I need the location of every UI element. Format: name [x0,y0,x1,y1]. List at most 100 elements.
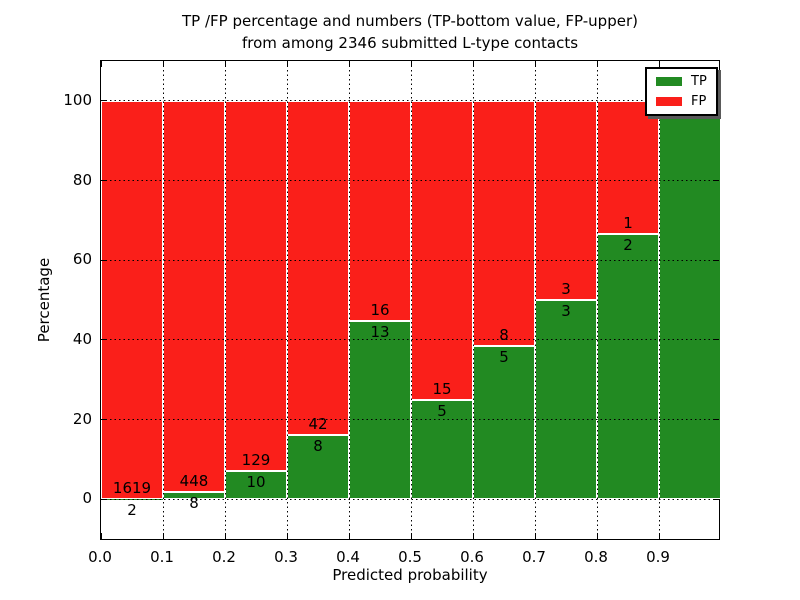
x-tick-mark [410,533,412,539]
bar-count-tp: 5 [499,347,509,366]
x-tick-mark [162,533,164,539]
bar-segment-tp [659,100,721,500]
legend-label-tp: TP [691,74,707,89]
y-tick-mark [101,100,107,102]
bar-segment-tp [349,320,411,500]
bar-count-tp: 2 [127,500,137,519]
x-tick-mark [224,533,226,539]
bar-count-fp: 15 [432,379,452,398]
y-tick-label: 0 [82,489,92,508]
x-tick-label: 0.0 [88,548,112,566]
y-tick-mark [713,339,719,341]
x-tick-label: 0.7 [522,548,546,566]
gridline-horizontal [101,100,719,102]
chart-title-line-2: from among 2346 submitted L-type contact… [241,34,579,52]
x-tick-mark [472,61,474,67]
bar-count-tp: 13 [370,322,390,341]
gridline-horizontal [101,498,719,500]
legend-label-fp: FP [691,94,707,109]
bar-segment-fp [349,100,411,321]
bar-segment-fp [287,100,349,436]
bar-count-tp: 8 [313,437,323,456]
y-tick-label: 60 [72,250,92,269]
x-tick-mark [534,533,536,539]
gridline-vertical [348,61,350,539]
bar-count-fp: 448 [179,472,209,491]
y-tick-label: 20 [72,409,92,428]
bar-segment-tp [411,399,473,500]
x-tick-label: 0.4 [336,548,360,566]
x-tick-mark [658,533,660,539]
bar-segment-fp [535,100,597,300]
x-tick-mark [348,61,350,67]
y-tick-mark [101,180,107,181]
bar-segment-tp [597,233,659,500]
x-tick-label: 0.3 [274,548,298,566]
x-tick-mark [596,533,598,539]
gridline-horizontal [101,259,719,261]
x-axis-label: Predicted probability [332,566,488,584]
y-tick-mark [101,498,107,500]
gridline-vertical [658,61,660,539]
x-tick-label: 0.5 [398,548,422,566]
gridline-vertical [534,61,536,539]
x-tick-label: 0.9 [646,548,670,566]
gridline-vertical [286,61,288,539]
bar-count-tp: 8 [189,494,199,513]
gridline-vertical [410,61,412,539]
bar-count-tp: 2 [623,235,633,254]
bar-count-fp: 1 [623,213,633,232]
legend: TP FP [645,67,718,116]
gridline-vertical [472,61,474,539]
x-tick-label: 0.1 [150,548,174,566]
bar-segment-fp [473,100,535,346]
bar-count-tp: 10 [246,472,266,491]
legend-item-tp: TP [656,75,707,88]
x-tick-mark [410,61,412,67]
gridline-vertical [596,61,598,539]
bar-count-fp: 3 [561,280,571,298]
bar-count-fp: 8 [499,325,509,344]
x-tick-mark [348,533,350,539]
bar-count-fp: 1619 [112,478,152,497]
x-tick-label: 0.2 [212,548,236,566]
gridline-horizontal [101,180,719,181]
chart-title-line-1: TP /FP percentage and numbers (TP-bottom… [182,12,638,30]
legend-swatch-fp-icon [656,97,682,106]
x-tick-mark [596,61,598,67]
x-tick-mark [472,533,474,539]
x-tick-mark [100,61,102,67]
x-tick-mark [224,61,226,67]
bar-segment-tp [473,345,535,500]
gridline-horizontal [101,419,719,420]
gridline-horizontal [101,339,719,341]
bar-count-fp: 42 [308,415,328,434]
x-tick-mark [162,61,164,67]
bar-segment-fp [101,100,163,499]
legend-item-fp: FP [656,95,707,108]
y-tick-mark [101,339,107,341]
y-tick-label: 40 [72,329,92,348]
bar-count-tp: 5 [437,401,447,420]
x-tick-mark [100,533,102,539]
x-tick-mark [286,533,288,539]
bar-segment-tp [535,300,597,500]
x-tick-mark [658,61,660,67]
y-tick-mark [713,498,719,500]
bar-count-tp: 3 [561,302,571,320]
x-tick-label: 0.6 [460,548,484,566]
bar-count-fp: 16 [370,300,390,319]
bar-segment-fp [163,100,225,493]
y-tick-mark [713,180,719,181]
legend-swatch-tp-icon [656,77,682,86]
chart-title: TP /FP percentage and numbers (TP-bottom… [90,10,730,54]
y-tick-mark [101,419,107,420]
x-tick-mark [534,61,536,67]
y-tick-mark [101,259,107,261]
gridline-vertical [224,61,226,539]
y-tick-mark [713,419,719,420]
x-tick-mark [286,61,288,67]
plot-area: 1619244881291042816131558533129 [100,60,721,540]
gridline-vertical [162,61,164,539]
